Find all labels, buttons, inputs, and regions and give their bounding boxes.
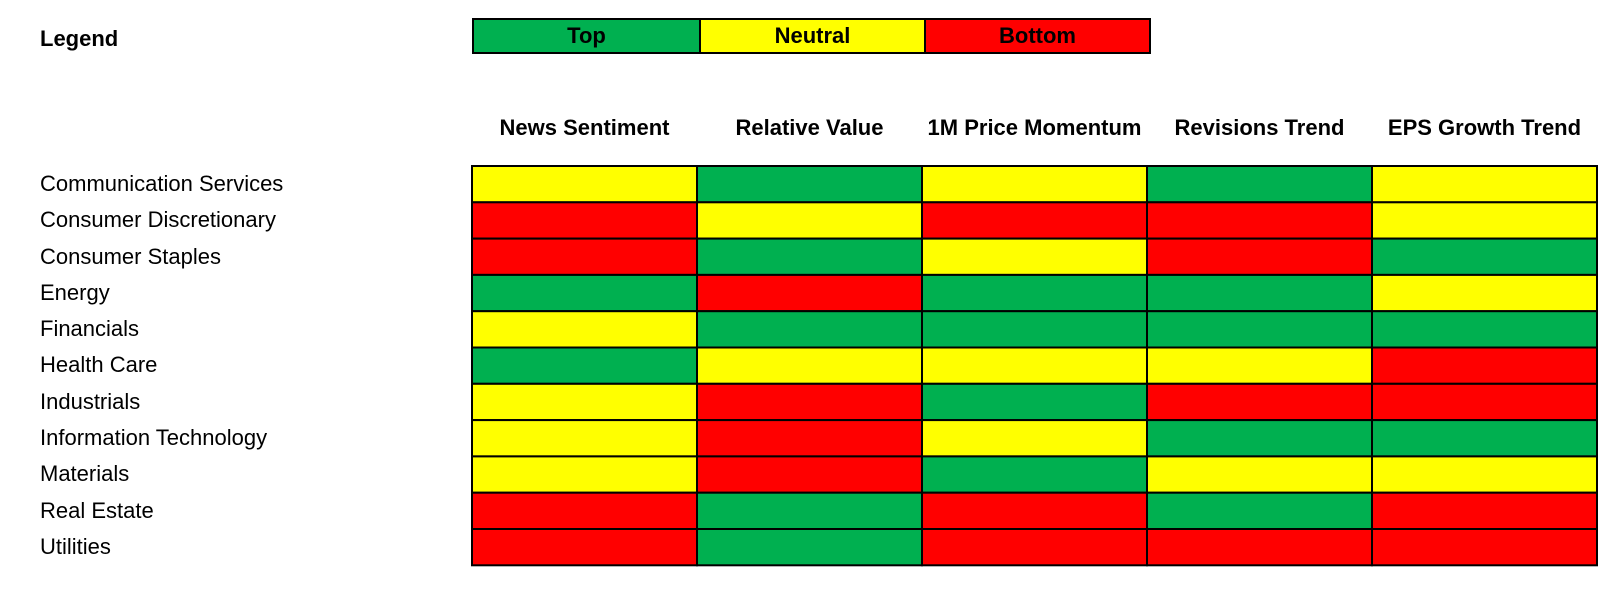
heatmap-cell-communication-services-eps-growth-trend	[1371, 165, 1598, 204]
heatmap-cell-industrials-relative-value	[696, 382, 923, 422]
heatmap-cell-financials-1m-price-momentum	[921, 310, 1148, 349]
heatmap-cell-information-technology-eps-growth-trend	[1371, 419, 1598, 458]
heatmap-cell-materials-relative-value	[696, 455, 923, 494]
heatmap-cell-information-technology-1m-price-momentum	[921, 419, 1148, 458]
legend-item-top: Top	[474, 20, 699, 52]
heatmap-cell-health-care-revisions-trend	[1146, 346, 1373, 385]
heatmap-cell-industrials-news-sentiment	[471, 382, 698, 422]
heatmap-cell-utilities-news-sentiment	[471, 528, 698, 567]
heatmap-cell-health-care-eps-growth-trend	[1371, 346, 1598, 385]
row-label-information-technology: Information Technology	[40, 425, 268, 451]
heatmap-cell-health-care-news-sentiment	[471, 346, 698, 385]
heatmap-cell-consumer-discretionary-relative-value	[696, 201, 923, 240]
row-label-utilities: Utilities	[40, 533, 111, 559]
heatmap-cell-consumer-discretionary-1m-price-momentum	[921, 201, 1148, 240]
heatmap-cell-real-estate-relative-value	[696, 491, 923, 531]
row-labels: Communication Services Consumer Discreti…	[40, 166, 283, 565]
heatmap-cell-utilities-relative-value	[696, 528, 923, 567]
column-header-revisions-trend: Revisions Trend	[1174, 115, 1345, 140]
legend: Top Neutral Bottom	[472, 18, 1151, 54]
legend-item-neutral: Neutral	[699, 20, 924, 52]
row-label-materials: Materials	[40, 461, 130, 487]
row-label-communication-services: Communication Services	[40, 171, 284, 196]
row-label-energy: Energy	[40, 279, 110, 305]
legend-title: Legend	[40, 26, 119, 51]
heatmap-cell-consumer-staples-news-sentiment	[471, 237, 698, 276]
heatmap-cell-energy-news-sentiment	[471, 273, 698, 313]
row-label-financials: Financials	[40, 316, 140, 342]
column-headers: News Sentiment Relative Value 1M Price M…	[472, 92, 1597, 164]
heatmap-cell-energy-relative-value	[696, 273, 923, 313]
row-label-consumer-discretionary: Consumer Discretionary	[40, 207, 276, 233]
heatmap-cell-consumer-discretionary-eps-growth-trend	[1371, 201, 1598, 240]
heatmap-cell-communication-services-news-sentiment	[471, 165, 698, 204]
heatmap-cell-communication-services-relative-value	[696, 165, 923, 204]
heatmap-cell-financials-eps-growth-trend	[1371, 310, 1598, 349]
heatmap-cell-financials-revisions-trend	[1146, 310, 1373, 349]
heatmap-cell-health-care-1m-price-momentum	[921, 346, 1148, 385]
row-label-real-estate: Real Estate	[40, 497, 154, 523]
heatmap-cell-information-technology-news-sentiment	[471, 419, 698, 458]
heatmap-cell-health-care-relative-value	[696, 346, 923, 385]
heatmap-cell-consumer-staples-1m-price-momentum	[921, 237, 1148, 276]
heatmap-cell-energy-revisions-trend	[1146, 273, 1373, 313]
heatmap-cell-materials-revisions-trend	[1146, 455, 1373, 494]
heatmap-cell-consumer-staples-relative-value	[696, 237, 923, 276]
heatmap-cell-communication-services-revisions-trend	[1146, 165, 1373, 204]
row-label-industrials: Industrials	[40, 388, 141, 414]
heatmap-cell-industrials-1m-price-momentum	[921, 382, 1148, 422]
heatmap-cell-materials-1m-price-momentum	[921, 455, 1148, 494]
heatmap-cell-real-estate-1m-price-momentum	[921, 491, 1148, 531]
heatmap-cell-consumer-discretionary-news-sentiment	[471, 201, 698, 240]
heatmap-cell-energy-1m-price-momentum	[921, 273, 1148, 313]
heatmap-cell-communication-services-1m-price-momentum	[921, 165, 1148, 204]
heatmap-cell-materials-news-sentiment	[471, 455, 698, 494]
column-header-price-momentum: 1M Price Momentum	[927, 115, 1142, 140]
heatmap-cell-materials-eps-growth-trend	[1371, 455, 1598, 494]
heatmap-cell-utilities-1m-price-momentum	[921, 528, 1148, 567]
column-header-relative-value: Relative Value	[735, 115, 884, 140]
heatmap-cell-consumer-discretionary-revisions-trend	[1146, 201, 1373, 240]
heatmap-cell-financials-relative-value	[696, 310, 923, 349]
heatmap-cell-industrials-revisions-trend	[1146, 382, 1373, 422]
heatmap-cell-information-technology-revisions-trend	[1146, 419, 1373, 458]
heatmap-cell-utilities-eps-growth-trend	[1371, 528, 1598, 567]
heatmap-cell-real-estate-eps-growth-trend	[1371, 491, 1598, 531]
heatmap-cell-industrials-eps-growth-trend	[1371, 382, 1598, 422]
heatmap-cell-consumer-staples-revisions-trend	[1146, 237, 1373, 276]
row-label-consumer-staples: Consumer Staples	[40, 243, 221, 269]
column-header-eps-growth-trend: EPS Growth Trend	[1387, 115, 1582, 140]
heatmap-cell-utilities-revisions-trend	[1146, 528, 1373, 567]
column-header-news-sentiment: News Sentiment	[499, 115, 670, 140]
heatmap-cell-real-estate-revisions-trend	[1146, 491, 1373, 531]
heatmap-cell-consumer-staples-eps-growth-trend	[1371, 237, 1598, 276]
heatmap-cell-real-estate-news-sentiment	[471, 491, 698, 531]
heatmap-cell-financials-news-sentiment	[471, 310, 698, 349]
legend-item-bottom: Bottom	[924, 20, 1149, 52]
row-label-health-care: Health Care	[40, 352, 158, 378]
heatmap-cell-energy-eps-growth-trend	[1371, 273, 1598, 313]
heatmap-cell-information-technology-relative-value	[696, 419, 923, 458]
